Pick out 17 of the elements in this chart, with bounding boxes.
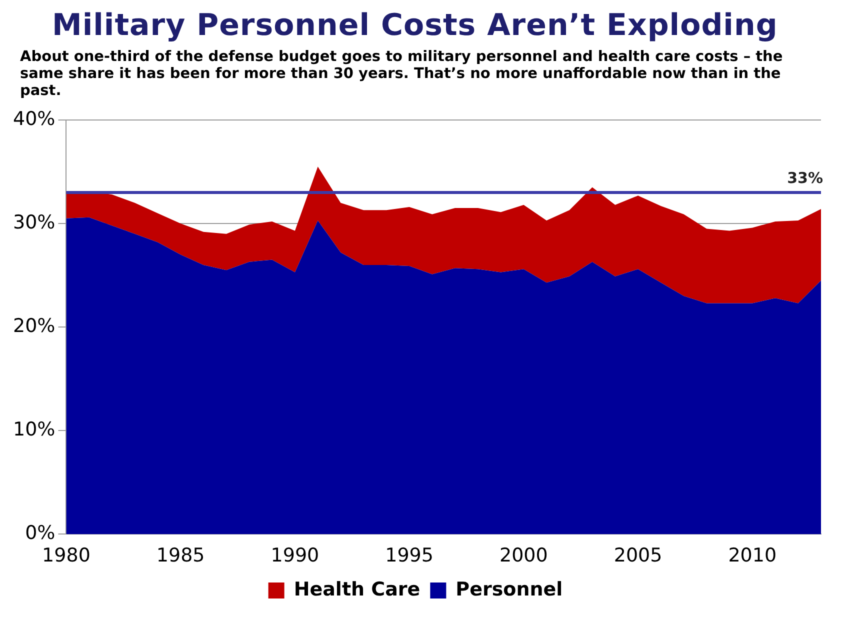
x-tick-label: 2000 xyxy=(499,544,548,567)
legend-label: Personnel xyxy=(456,578,563,600)
x-tick-label: 1990 xyxy=(270,544,320,567)
y-tick-label: 0% xyxy=(25,522,56,544)
chart-subtitle: About one-third of the defense budget goes to military personnel and health care costs – the same share it has been for more than 30 years. That’s no more unaffordable now than in the past. xyxy=(20,49,784,100)
y-tick-label: 10% xyxy=(12,418,56,441)
x-tick-label: 1985 xyxy=(156,544,205,567)
y-tick-label: 20% xyxy=(12,315,56,338)
chart-title: Military Personnel Costs Aren’t Exploding xyxy=(52,8,779,43)
x-tick-label: 1995 xyxy=(385,544,434,567)
ref-line-label: 33% xyxy=(787,168,823,187)
x-tick-label: 2005 xyxy=(614,544,662,567)
y-tick-label: 40% xyxy=(12,108,56,130)
y-tick-label: 30% xyxy=(12,211,56,234)
x-tick-label: 1980 xyxy=(42,544,90,567)
x-tick-label: 2010 xyxy=(728,544,777,567)
legend-label: Health Care xyxy=(294,578,420,600)
